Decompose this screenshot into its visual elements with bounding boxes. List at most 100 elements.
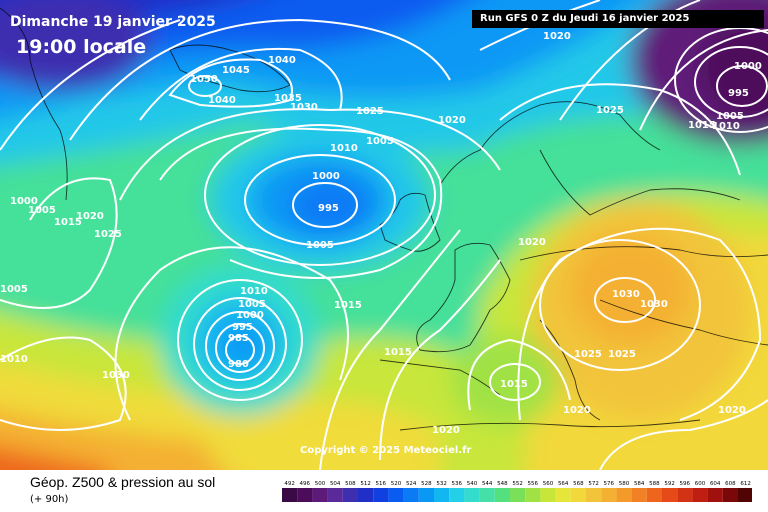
scale-swatch: [662, 488, 678, 502]
scale-swatch: [327, 488, 343, 502]
pressure-label: 1025: [356, 106, 384, 117]
pressure-label: 1030: [640, 299, 668, 310]
scale-swatch: [282, 488, 298, 502]
scale-swatch: [312, 488, 328, 502]
pressure-label: 985: [228, 333, 249, 344]
scale-value: 532: [436, 481, 447, 487]
run-info: Run GFS 0 Z du Jeudi 16 janvier 2025: [472, 10, 764, 28]
scale-swatch: [510, 488, 526, 502]
scale-swatch: [494, 488, 510, 502]
scale-swatch: [586, 488, 602, 502]
pressure-label: 1005: [238, 299, 266, 310]
scale-value: 564: [558, 481, 569, 487]
pressure-label: 1020: [563, 405, 591, 416]
pressure-label: 1020: [718, 405, 746, 416]
scale-value: 588: [649, 481, 660, 487]
pressure-label: 1005: [366, 136, 394, 147]
scale-value: 512: [360, 481, 371, 487]
pressure-label: 1020: [76, 211, 104, 222]
scale-value: 572: [588, 481, 599, 487]
scale-swatch: [677, 488, 693, 502]
pressure-label: 1020: [543, 31, 571, 42]
scale-swatch: [646, 488, 662, 502]
scale-value: 568: [573, 481, 584, 487]
pressure-label: 1020: [432, 425, 460, 436]
scale-value: 596: [680, 481, 691, 487]
scale-swatch: [479, 488, 495, 502]
scale-value: 600: [695, 481, 706, 487]
pressure-label: 995: [728, 88, 749, 99]
scale-value: 496: [300, 481, 311, 487]
scale-swatch: [601, 488, 617, 502]
pressure-label: 1005: [28, 205, 56, 216]
scale-swatch: [403, 488, 419, 502]
pressure-label: 1015: [334, 300, 362, 311]
scale-value: 508: [345, 481, 356, 487]
scale-value: 612: [740, 481, 751, 487]
pressure-label: 1020: [438, 115, 466, 126]
pressure-label: 995: [318, 203, 339, 214]
scale-value: 536: [452, 481, 463, 487]
scale-value: 604: [710, 481, 721, 487]
scale-value: 608: [725, 481, 736, 487]
pressure-label: 1010: [0, 354, 28, 365]
pressure-label: 1050: [190, 74, 218, 85]
pressure-label: 1040: [208, 95, 236, 106]
scale-value: 576: [604, 481, 615, 487]
forecast-date: Dimanche 19 janvier 2025: [10, 14, 216, 30]
pressure-label: 1000: [236, 310, 264, 321]
scale-value: 552: [512, 481, 523, 487]
pressure-label: 1010: [240, 286, 268, 297]
pressure-label: 1035: [274, 93, 302, 104]
pressure-label: 1030: [102, 370, 130, 381]
pressure-label: 1015: [500, 379, 528, 390]
scale-value: 520: [391, 481, 402, 487]
scale-swatch: [358, 488, 374, 502]
pressure-label: 980: [228, 359, 249, 370]
scale-swatch: [692, 488, 708, 502]
scale-value: 540: [467, 481, 478, 487]
pressure-label: 1000: [734, 61, 762, 72]
pressure-label: 1010: [330, 143, 358, 154]
scale-swatch: [707, 488, 723, 502]
map-title: Géop. Z500 & pression au sol: [30, 474, 216, 490]
scale-value: 500: [315, 481, 326, 487]
scale-value: 524: [406, 481, 417, 487]
scale-swatch: [631, 488, 647, 502]
pressure-label: 1030: [290, 102, 318, 113]
scale-swatch: [449, 488, 465, 502]
scale-swatch: [342, 488, 358, 502]
scale-value: 544: [482, 481, 493, 487]
scale-swatch: [540, 488, 556, 502]
pressure-label: 1045: [222, 65, 250, 76]
pressure-label: 1005: [0, 284, 28, 295]
pressure-label: 1015: [688, 120, 716, 131]
scale-value: 528: [421, 481, 432, 487]
color-scale-legend: 492 496 500 504 508 512 516 520 524 528 532 536 540 5…: [282, 481, 752, 502]
scale-value: 592: [664, 481, 675, 487]
pressure-label: 1005: [306, 240, 334, 251]
pressure-label: 995: [232, 322, 253, 333]
scale-value: 580: [619, 481, 630, 487]
scale-value: 548: [497, 481, 508, 487]
scale-swatch: [616, 488, 632, 502]
scale-swatch: [434, 488, 450, 502]
scale-swatch: [418, 488, 434, 502]
scale-value: 584: [634, 481, 645, 487]
geopotential-field: [0, 0, 768, 470]
pressure-label: 1000: [10, 196, 38, 207]
pressure-label: 1010: [712, 121, 740, 132]
scale-value: 556: [528, 481, 539, 487]
isobars: [0, 0, 768, 470]
scale-value: 492: [284, 481, 295, 487]
scale-swatch: [297, 488, 313, 502]
forecast-hour: (+ 90h): [30, 494, 69, 505]
scale-value: 504: [330, 481, 341, 487]
scale-swatch: [388, 488, 404, 502]
pressure-label: 1040: [268, 55, 296, 66]
forecast-time: 19:00 locale: [16, 36, 147, 58]
pressure-label: 1025: [596, 105, 624, 116]
scale-swatch: [722, 488, 738, 502]
scale-swatch: [738, 488, 752, 502]
